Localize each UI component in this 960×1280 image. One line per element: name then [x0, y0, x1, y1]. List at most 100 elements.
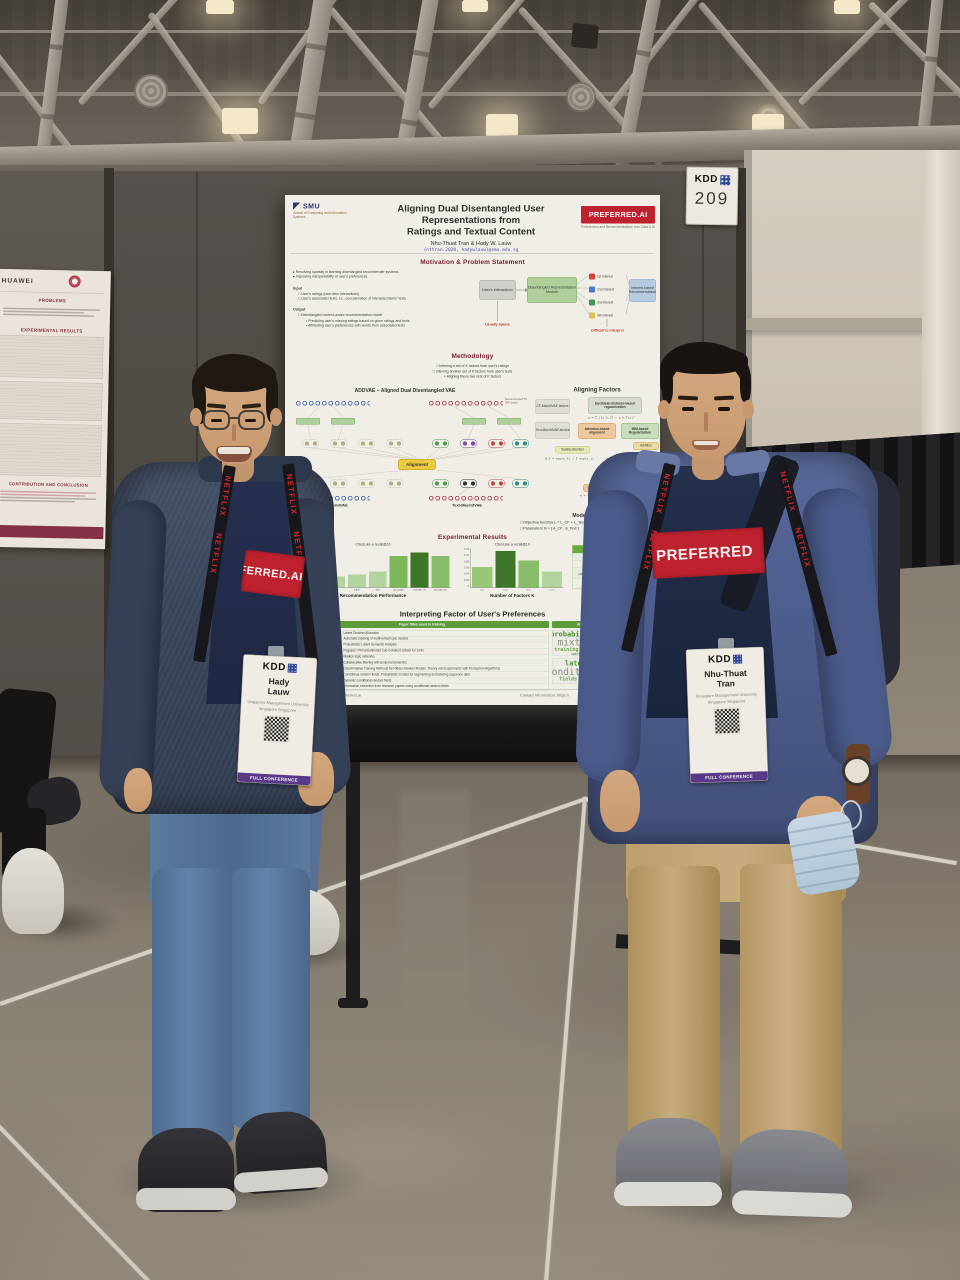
bar-label: K=16 [549, 588, 555, 592]
factor-pair [330, 479, 347, 488]
factor-pair [330, 439, 347, 448]
y-tick-label: 0.10 [464, 554, 469, 558]
tfidf-note: Reconstructed TF-IDF vector [505, 398, 528, 405]
interpret-titles: Conditional random fields: Probabilistic… [341, 672, 549, 689]
results-heading: Experimental Results [437, 533, 508, 541]
paper-title: Probabilistic Latent Semantic Analysis [343, 643, 397, 647]
bar-column: KATE [347, 548, 366, 591]
hair-side [740, 366, 751, 402]
paper-title: Conditional random fields: Probabilistic… [341, 672, 549, 679]
watch-face [842, 756, 872, 786]
poster-title-line2: Ratings and Textual Content [406, 226, 536, 238]
ear [270, 408, 282, 426]
jeans-right-leg [232, 868, 310, 1128]
jeans-left-leg [152, 868, 234, 1144]
addvae-connectors [307, 406, 521, 496]
bar [472, 566, 493, 588]
hair-side [662, 366, 673, 404]
mouth-smiling [692, 440, 720, 450]
head-right-person [658, 340, 754, 470]
ear [190, 408, 202, 426]
paper-title: Markov logic networks [341, 654, 549, 661]
cf-macridvae-caption: CF-MacridVAE [320, 503, 348, 508]
box-user-interactions: User's Interactions [479, 280, 516, 300]
ceiling-light [486, 114, 518, 138]
cloud-word: conditional [552, 666, 603, 678]
shirt-patch-text: PREFERRED [655, 542, 754, 565]
chart-title: CiteULike-a recall@10 [355, 543, 391, 547]
hair-fringe [664, 346, 748, 374]
output-subitem: Attributing user's preferences with word… [302, 324, 470, 329]
ear [658, 400, 670, 419]
interest-item: 2nd interest [589, 283, 627, 296]
interpret-titles: Markov logic networks Collaborative filte… [341, 654, 549, 671]
bar [368, 571, 387, 588]
bar-label: ADDVAE_MI [413, 588, 426, 592]
factor-pair [386, 439, 403, 448]
bar [518, 560, 539, 588]
encoder-box [497, 418, 521, 425]
interest-item: 4th interest [589, 309, 627, 322]
interest-swatch [589, 273, 595, 280]
methodology-item: □ Inferring another set of K factors fro… [432, 369, 513, 374]
nose [232, 424, 236, 441]
methodology-item: □ Inferring a set of K factors from user… [436, 364, 509, 369]
smu-logo-text: SMU [303, 202, 321, 210]
bar-column: ADDVAE_MI [410, 548, 429, 591]
paper-title: Discriminative Training Methods for Hidd… [343, 666, 501, 671]
floor-reflection [400, 790, 470, 1050]
tfidf-output-dots [428, 495, 503, 502]
factor-pair [358, 479, 375, 488]
euclidean-formula: d = Σ ||z_k,CF − z_k,Tx||² [588, 416, 635, 420]
paper-title: Pegasos: Primal Estimated sub-GrAdient S… [343, 649, 424, 653]
aligning-heading: Aligning Factors [573, 386, 621, 393]
factor-pair-black [460, 479, 477, 488]
interest-swatch [589, 299, 595, 306]
poster-header: Aligning Dual Disentangled User Represen… [369, 203, 573, 253]
factor-pair-green [432, 439, 449, 448]
kdd-logo-mark [732, 654, 743, 664]
cloud-word: probabilistic [552, 630, 603, 639]
badge-card: KDD Nhu-Thuat Tran Singapore Management … [685, 646, 769, 784]
table-foot [338, 998, 368, 1008]
bar [410, 552, 429, 588]
box-disentangled-module: Disentangled Representation Module [527, 277, 577, 303]
glasses-left-lens [203, 410, 230, 430]
encoder-box [462, 418, 486, 425]
face-mask [785, 809, 863, 897]
motivation-diagram: User's Interactions Disentangled Represe… [475, 269, 658, 349]
col-header-titles: Paper titles used in training [295, 621, 549, 628]
interest-label: 4th interest [597, 313, 614, 318]
nose [704, 412, 708, 432]
chart-title: CiteULike-a recall@10 [494, 543, 530, 547]
interest-label: 3rd interest [597, 300, 614, 305]
paper-title: Information extraction from research pap… [343, 684, 449, 689]
bar [541, 571, 562, 588]
parameters-line: □ Parameters Θ = { θ_CF , θ_Text } [520, 526, 579, 531]
board-post [104, 168, 114, 762]
motivation-points: ▸ Resolving sparsity in learning disenta… [293, 270, 469, 279]
smu-logo: SMU School of Computing and Information … [293, 202, 348, 219]
encoder-box [296, 418, 320, 425]
text-factors-box: Text-MacridVAE factors [535, 422, 570, 439]
bar-label: MacridVAE [393, 588, 404, 592]
vanilla-attention-box: Vanilla attention [555, 446, 590, 454]
cloud-word: fields [558, 676, 577, 683]
output-subitems: Predicting user's missing ratings based … [302, 319, 470, 328]
chart-plot: K=2 K=4 K=8 K=16 [470, 548, 564, 591]
chart-factors: CiteULike-a recall@10 0.12 0.10 0.08 0.06 0.… [461, 543, 564, 598]
bar-label: K=8 [526, 588, 531, 592]
smu-school-text: School of Computing and Information Syst… [293, 211, 347, 219]
divider [291, 253, 654, 254]
bar [431, 555, 450, 588]
interest-label: 1st interest [597, 274, 613, 279]
factor-pair-red [488, 479, 505, 488]
y-axis: 0.12 0.10 0.08 0.06 0.04 0.02 0 [461, 548, 470, 588]
right-shoe-sole [731, 1189, 853, 1219]
output-item: □ Disentangled content-aware recommendat… [298, 313, 383, 318]
methodology-heading: Methodology [451, 352, 494, 360]
interpreting-heading: Interpreting Factor of User's Preference… [399, 610, 546, 619]
y-tick-label: 0.12 [464, 548, 469, 551]
